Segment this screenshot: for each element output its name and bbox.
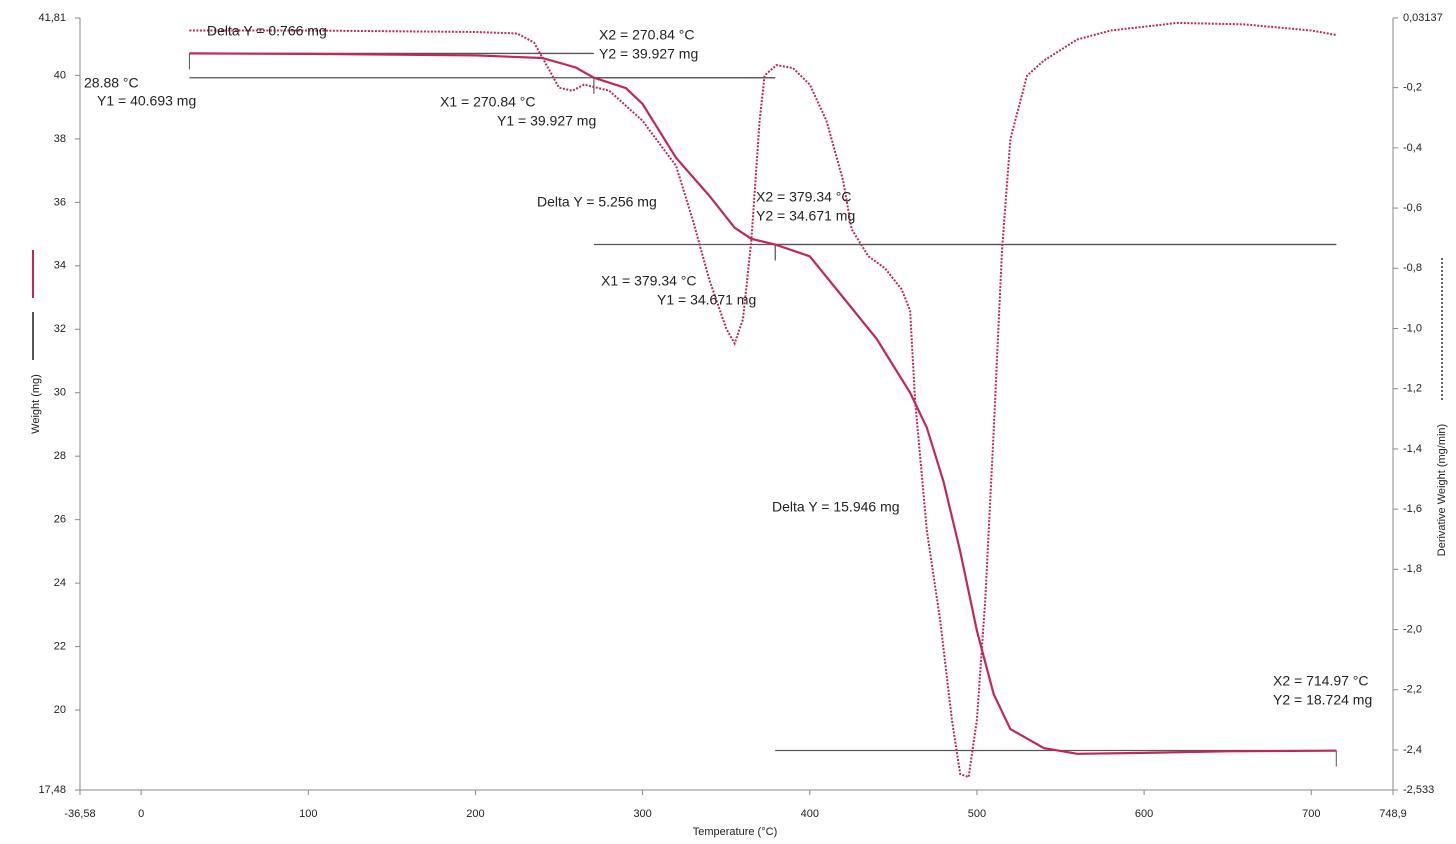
y2-tick-label: -2,533 (1403, 784, 1434, 796)
annotation: Y2 = 39.927 mg (599, 46, 698, 62)
y2-tick-label: 0,03137 (1403, 12, 1443, 24)
x-tick-label: 300 (633, 808, 651, 820)
y-tick-label: 34 (54, 260, 66, 272)
y-axis-label: Weight (mg) (30, 374, 42, 434)
x-tick-label: 0 (138, 808, 144, 820)
y2-tick-label: -2,2 (1403, 684, 1422, 696)
annotation: Y2 = 34.671 mg (756, 208, 855, 224)
y2-tick-label: -0,6 (1403, 202, 1422, 214)
annotation: Y1 = 40.693 mg (97, 93, 196, 109)
x-tick-label: 600 (1135, 808, 1153, 820)
y2-axis-label: Derivative Weight (mg/min) (1436, 424, 1448, 556)
y-tick-label: 24 (54, 577, 66, 589)
y-tick-label: 20 (54, 704, 66, 716)
y-tick-label: 32 (54, 323, 66, 335)
y-tick-label: 36 (54, 196, 66, 208)
annotation: X1 = 379.34 °C (601, 273, 697, 289)
y-tick-label: 38 (54, 133, 66, 145)
y-tick-label: 30 (54, 387, 66, 399)
y2-tick-label: -0,8 (1403, 262, 1422, 274)
annotation: 28.88 °C (84, 75, 139, 91)
annotation: Y2 = 18.724 mg (1273, 692, 1372, 708)
y2-tick-label: -1,8 (1403, 563, 1422, 575)
y2-tick-label: -0,2 (1403, 82, 1422, 94)
y2-tick-label: -1,6 (1403, 503, 1422, 515)
x-tick-label: -36,58 (64, 808, 95, 820)
x-tick-label: 700 (1302, 808, 1320, 820)
annotation: X1 = 270.84 °C (440, 94, 536, 110)
weight-line (189, 52, 1337, 755)
y2-tick-label: -2,4 (1403, 744, 1422, 756)
annotation: Delta Y = 0.766 mg (207, 23, 327, 39)
y2-tick-label: -1,4 (1403, 443, 1422, 455)
y-tick-label: 17,48 (38, 784, 66, 796)
y2-tick-label: -1,2 (1403, 383, 1422, 395)
y-tick-label: 40 (54, 69, 66, 81)
x-tick-label: 200 (466, 808, 484, 820)
annotation: Delta Y = 5.256 mg (537, 194, 657, 210)
x-tick-label: 400 (801, 808, 819, 820)
y2-tick-label: -2,0 (1403, 623, 1422, 635)
y2-tick-label: -0,4 (1403, 142, 1422, 154)
x-tick-label: 748,9 (1379, 808, 1407, 820)
annotation: Delta Y = 15.946 mg (772, 499, 900, 515)
y-tick-label: 22 (54, 640, 66, 652)
y-tick-label: 28 (54, 450, 66, 462)
y-tick-label: 41,81 (38, 12, 66, 24)
annotation: Y1 = 34.671 mg (657, 292, 756, 308)
annotation: X2 = 379.34 °C (756, 189, 852, 205)
annotation: X2 = 714.97 °C (1273, 673, 1369, 689)
x-axis-label: Temperature (°C) (693, 826, 777, 838)
y2-tick-label: -1,0 (1403, 322, 1422, 334)
x-tick-label: 500 (968, 808, 986, 820)
annotation: X2 = 270.84 °C (599, 27, 695, 43)
annotation: Y1 = 39.927 mg (497, 113, 596, 129)
derivative-line (189, 21, 1337, 779)
x-tick-label: 100 (299, 808, 317, 820)
y-tick-label: 26 (54, 514, 66, 526)
